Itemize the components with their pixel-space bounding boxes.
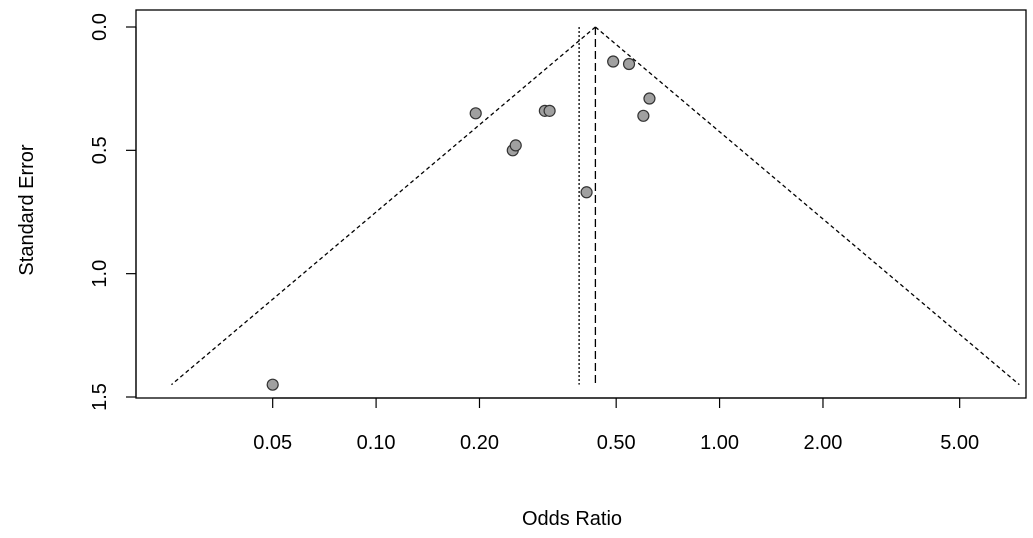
study-point xyxy=(643,92,656,105)
y-axis: 0.0 0.5 1.0 1.5 xyxy=(89,13,137,411)
reference-lines xyxy=(578,27,597,385)
y-tick-label: 0.5 xyxy=(89,136,111,164)
study-point xyxy=(469,107,482,120)
funnel-right-line xyxy=(594,26,1020,386)
x-tick-label: 0.20 xyxy=(460,432,499,454)
study-point xyxy=(580,186,593,199)
x-axis-label: Odds Ratio xyxy=(522,508,622,530)
study-point xyxy=(637,109,650,122)
x-tick-label: 0.10 xyxy=(357,432,396,454)
y-tick-label: 1.5 xyxy=(89,383,111,411)
study-point xyxy=(509,139,522,152)
x-tick-label: 0.50 xyxy=(597,432,636,454)
funnel-left-line xyxy=(171,26,596,386)
x-tick-label: 2.00 xyxy=(804,432,843,454)
study-point xyxy=(622,57,636,71)
x-tick-label: 5.00 xyxy=(940,432,979,454)
study-point xyxy=(607,55,620,68)
x-tick-label: 1.00 xyxy=(700,432,739,454)
y-axis-label: Standard Error xyxy=(16,144,38,276)
study-points xyxy=(266,55,656,391)
funnel-lines xyxy=(171,26,1020,386)
y-tick-label: 1.0 xyxy=(89,260,111,288)
x-axis: 0.05 0.10 0.20 0.50 1.00 2.00 5.00 xyxy=(253,397,979,454)
x-tick-label: 0.05 xyxy=(253,432,292,454)
study-point xyxy=(266,378,279,391)
y-tick-label: 0.0 xyxy=(89,13,111,41)
study-point xyxy=(543,104,556,117)
plot-area-frame xyxy=(135,9,1027,399)
